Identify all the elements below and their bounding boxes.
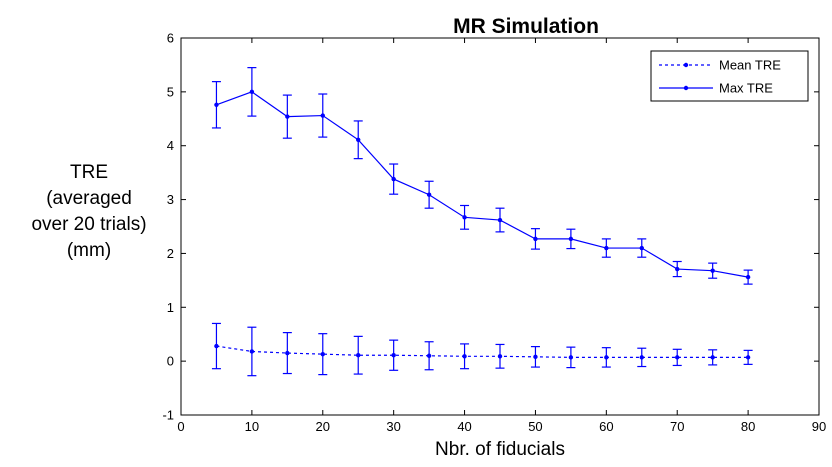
data-point <box>675 355 680 360</box>
data-point <box>285 114 290 119</box>
x-tick-label: 30 <box>386 419 400 434</box>
data-point <box>745 274 751 280</box>
legend-marker <box>683 85 689 91</box>
data-point <box>533 354 538 360</box>
x-axis-ticks: 0 10 20 30 40 50 60 70 80 90 <box>177 38 826 434</box>
data-point <box>426 353 432 358</box>
data-point <box>285 350 290 356</box>
y-axis-ticks: -1 0 1 2 3 4 5 6 <box>162 31 819 423</box>
y-tick-label: -1 <box>162 408 174 423</box>
x-tick-label: 90 <box>812 419 826 434</box>
y-tick-label: 3 <box>167 192 174 207</box>
data-point <box>639 355 644 360</box>
data-point <box>214 102 219 107</box>
y-axis-label-line: (mm) <box>67 240 111 261</box>
plot-axes <box>180 37 820 416</box>
data-point <box>320 113 325 118</box>
data-point <box>249 89 255 95</box>
data-point <box>497 354 503 359</box>
x-tick-label: 80 <box>741 419 755 434</box>
data-point <box>568 236 574 242</box>
legend-marker <box>683 62 689 68</box>
y-tick-label: 2 <box>167 246 174 261</box>
series-line <box>216 345 749 358</box>
x-tick-label: 20 <box>316 419 330 434</box>
x-axis-label: Nbr. of fiducials <box>435 439 565 460</box>
y-tick-label: 4 <box>167 138 174 153</box>
data-point <box>391 353 396 358</box>
data-point <box>462 354 467 359</box>
y-axis-label-line: (averaged <box>46 188 132 209</box>
data-point <box>710 268 715 273</box>
data-point <box>604 245 609 251</box>
series-line <box>216 91 749 278</box>
legend-box <box>650 50 809 102</box>
data-point <box>462 215 467 220</box>
y-axis-label: TRE (averaged over 20 trials) (mm) <box>31 162 146 261</box>
data-point <box>320 351 325 357</box>
data-point <box>356 353 361 358</box>
x-tick-label: 0 <box>177 419 184 434</box>
y-tick-label: 1 <box>167 300 174 315</box>
data-point <box>214 343 219 349</box>
series-layer <box>211 67 753 377</box>
data-point <box>356 137 361 142</box>
data-point <box>533 236 538 242</box>
legend-label: Max TRE <box>719 81 773 96</box>
y-tick-label: 6 <box>167 31 174 46</box>
chart-title: MR Simulation <box>453 15 599 38</box>
x-tick-label: 60 <box>599 419 613 434</box>
legend-label: Mean TRE <box>719 58 781 73</box>
data-point <box>391 176 396 182</box>
plot-area <box>180 37 820 416</box>
y-tick-label: 0 <box>167 354 174 369</box>
data-point <box>604 355 609 360</box>
x-tick-label: 50 <box>528 419 542 434</box>
y-tick-label: 5 <box>167 84 174 99</box>
data-point <box>710 355 715 360</box>
x-tick-label: 10 <box>245 419 259 434</box>
x-tick-label: 70 <box>670 419 684 434</box>
y-axis-label-line: TRE <box>70 162 108 183</box>
data-point <box>568 355 574 360</box>
series-max-tre <box>211 67 753 285</box>
x-tick-label: 40 <box>457 419 471 434</box>
data-point <box>639 245 644 251</box>
data-point <box>675 266 680 272</box>
data-point <box>497 217 503 223</box>
series-mean-tre <box>211 322 753 377</box>
legend: Mean TRE Max TRE <box>650 50 809 102</box>
data-point <box>249 349 255 354</box>
data-point <box>426 192 432 197</box>
y-axis-label-line: over 20 trials) <box>31 214 146 235</box>
data-point <box>745 355 751 360</box>
